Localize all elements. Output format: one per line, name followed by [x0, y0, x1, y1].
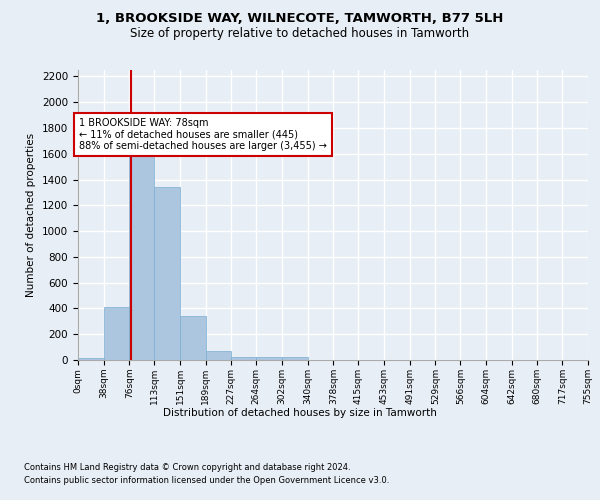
Bar — [206, 351, 232, 360]
Bar — [130, 136, 154, 360]
Text: Distribution of detached houses by size in Tamworth: Distribution of detached houses by size … — [163, 408, 437, 418]
Bar — [232, 357, 256, 360]
Text: Contains HM Land Registry data © Crown copyright and database right 2024.: Contains HM Land Registry data © Crown c… — [24, 462, 350, 471]
Bar — [154, 186, 180, 360]
Text: 1 BROOKSIDE WAY: 78sqm
← 11% of detached houses are smaller (445)
88% of semi-de: 1 BROOKSIDE WAY: 78sqm ← 11% of detached… — [79, 118, 327, 151]
Y-axis label: Number of detached properties: Number of detached properties — [26, 133, 37, 297]
Bar — [104, 307, 130, 360]
Text: Size of property relative to detached houses in Tamworth: Size of property relative to detached ho… — [130, 28, 470, 40]
Bar — [256, 358, 282, 360]
Bar — [180, 316, 206, 360]
Bar — [78, 358, 104, 360]
Text: 1, BROOKSIDE WAY, WILNECOTE, TAMWORTH, B77 5LH: 1, BROOKSIDE WAY, WILNECOTE, TAMWORTH, B… — [97, 12, 503, 26]
Bar — [282, 358, 308, 360]
Text: Contains public sector information licensed under the Open Government Licence v3: Contains public sector information licen… — [24, 476, 389, 485]
